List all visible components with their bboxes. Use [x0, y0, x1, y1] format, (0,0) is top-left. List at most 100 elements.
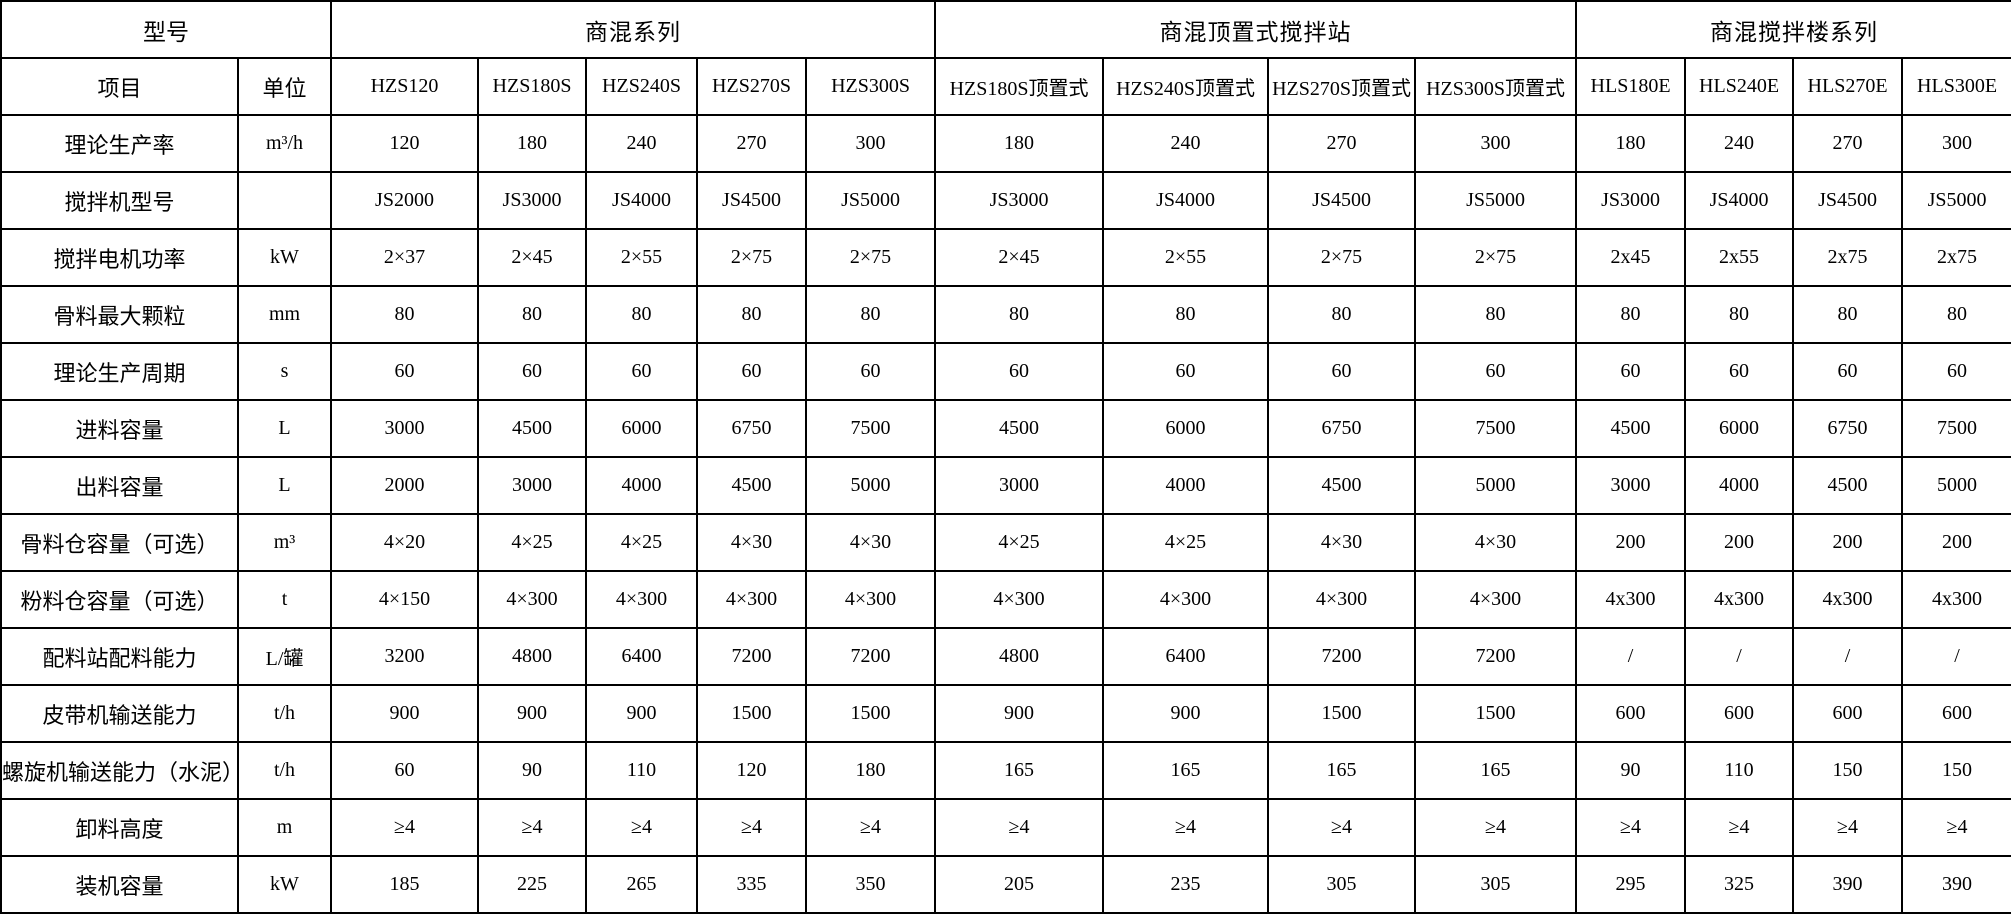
value-cell: 270 — [1792, 114, 1904, 173]
value-cell: 1500 — [1267, 684, 1417, 743]
value-cell: JS4500 — [696, 171, 807, 230]
unit-cell: kW — [237, 855, 332, 914]
table-row: 搅拌机型号 JS2000 JS3000 JS4000 JS4500 JS5000 JS300… — [0, 171, 2011, 230]
value-cell: JS5000 — [1901, 171, 2011, 230]
value-cell: 225 — [477, 855, 587, 914]
value-cell: 7200 — [696, 627, 807, 686]
value-cell: 7500 — [1901, 399, 2011, 458]
table-row: 理论生产周期 s 60 60 60 60 60 60 60 60 60 60 60 60 60 — [0, 342, 2011, 401]
value-cell: 60 — [585, 342, 698, 401]
value-cell: 4×150 — [330, 570, 479, 629]
model-header: HLS270E — [1792, 57, 1904, 116]
value-cell: 165 — [1414, 741, 1578, 800]
value-cell: ≥4 — [1267, 798, 1417, 857]
value-cell: 180 — [804, 741, 937, 800]
table-row: 进料容量 L 3000 4500 6000 6750 7500 4500 6000 6750 750… — [0, 399, 2011, 458]
table-row: 骨料最大颗粒 mm 80 80 80 80 80 80 80 80 80 80 80 80 80 — [0, 285, 2011, 344]
value-cell: ≥4 — [1684, 798, 1795, 857]
model-header: HZS120 — [330, 57, 479, 116]
value-cell: 110 — [1684, 741, 1795, 800]
value-cell: 6750 — [1267, 399, 1417, 458]
value-cell: 165 — [1267, 741, 1417, 800]
value-cell: 165 — [934, 741, 1105, 800]
value-cell: 90 — [1575, 741, 1687, 800]
value-cell: 4000 — [585, 456, 698, 515]
value-cell: 1500 — [696, 684, 807, 743]
value-cell: / — [1575, 627, 1687, 686]
table-row: 搅拌电机功率 kW 2×37 2×45 2×55 2×75 2×75 2×45 2×55 2×75… — [0, 228, 2011, 287]
value-cell: 7200 — [1267, 627, 1417, 686]
table-row: 骨料仓容量（可选） m³ 4×20 4×25 4×25 4×30 4×30 4×25 4×25 4… — [0, 513, 2011, 572]
value-cell: 4×20 — [330, 513, 479, 572]
row-label: 搅拌机型号 — [0, 171, 239, 230]
model-header: HZS300S顶置式 — [1414, 57, 1578, 116]
table-row: 螺旋机输送能力（水泥） t/h 60 90 110 120 180 165 165 165 165 9… — [0, 741, 2011, 800]
value-cell: 60 — [477, 342, 587, 401]
value-cell: ≥4 — [696, 798, 807, 857]
value-cell: JS4500 — [1267, 171, 1417, 230]
value-cell: 2×45 — [934, 228, 1105, 287]
value-cell: 80 — [696, 285, 807, 344]
value-cell: 200 — [1575, 513, 1687, 572]
value-cell: 80 — [330, 285, 479, 344]
value-cell: 4×25 — [1102, 513, 1270, 572]
value-cell: 80 — [477, 285, 587, 344]
value-cell: / — [1684, 627, 1795, 686]
value-cell: 120 — [696, 741, 807, 800]
value-cell: 4×300 — [696, 570, 807, 629]
value-cell: ≥4 — [477, 798, 587, 857]
value-cell: 2x55 — [1684, 228, 1795, 287]
value-cell: 240 — [585, 114, 698, 173]
value-cell: 295 — [1575, 855, 1687, 914]
row-label: 配料站配料能力 — [0, 627, 239, 686]
value-cell: 200 — [1684, 513, 1795, 572]
value-cell: 900 — [934, 684, 1105, 743]
value-cell: / — [1901, 627, 2011, 686]
value-cell: 2×45 — [477, 228, 587, 287]
value-cell: ≥4 — [934, 798, 1105, 857]
value-cell: 2x75 — [1901, 228, 2011, 287]
value-cell: JS5000 — [1414, 171, 1578, 230]
value-cell: 235 — [1102, 855, 1270, 914]
unit-cell — [237, 171, 332, 230]
value-cell: 300 — [1901, 114, 2011, 173]
value-cell: 2000 — [330, 456, 479, 515]
unit-cell: L/罐 — [237, 627, 332, 686]
value-cell: 5000 — [1414, 456, 1578, 515]
unit-cell: s — [237, 342, 332, 401]
value-cell: JS4000 — [1102, 171, 1270, 230]
row-label: 出料容量 — [0, 456, 239, 515]
value-cell: 3200 — [330, 627, 479, 686]
value-cell: 300 — [804, 114, 937, 173]
value-cell: 60 — [330, 741, 479, 800]
row-label: 理论生产周期 — [0, 342, 239, 401]
value-cell: 2x75 — [1792, 228, 1904, 287]
table-row: 理论生产率 m³/h 120 180 240 270 300 180 240 270 300 180 2… — [0, 114, 2011, 173]
row-label: 螺旋机输送能力（水泥） — [0, 741, 244, 800]
value-cell: 5000 — [1901, 456, 2011, 515]
value-cell: 2×75 — [1267, 228, 1417, 287]
value-cell: ≥4 — [1102, 798, 1270, 857]
value-cell: 7200 — [804, 627, 937, 686]
value-cell: 2x45 — [1575, 228, 1687, 287]
value-cell: 600 — [1901, 684, 2011, 743]
table-row: 配料站配料能力 L/罐 3200 4800 6400 7200 7200 4800 6400 72… — [0, 627, 2011, 686]
value-cell: 6400 — [585, 627, 698, 686]
unit-column-header: 单位 — [237, 57, 332, 116]
value-cell: JS2000 — [330, 171, 479, 230]
value-cell: 4×300 — [804, 570, 937, 629]
table-row: 装机容量 kW 185 225 265 335 350 205 235 305 305 295 325 3… — [0, 855, 2011, 914]
model-header: HLS180E — [1575, 57, 1687, 116]
value-cell: JS3000 — [1575, 171, 1687, 230]
unit-cell: t — [237, 570, 332, 629]
unit-cell: m³ — [237, 513, 332, 572]
value-cell: 110 — [585, 741, 698, 800]
value-cell: 150 — [1901, 741, 2011, 800]
value-cell: 150 — [1792, 741, 1904, 800]
value-cell: 3000 — [1575, 456, 1687, 515]
value-cell: 4500 — [1575, 399, 1687, 458]
value-cell: 6000 — [585, 399, 698, 458]
value-cell: 80 — [1102, 285, 1270, 344]
value-cell: 180 — [1575, 114, 1687, 173]
value-cell: 60 — [804, 342, 937, 401]
